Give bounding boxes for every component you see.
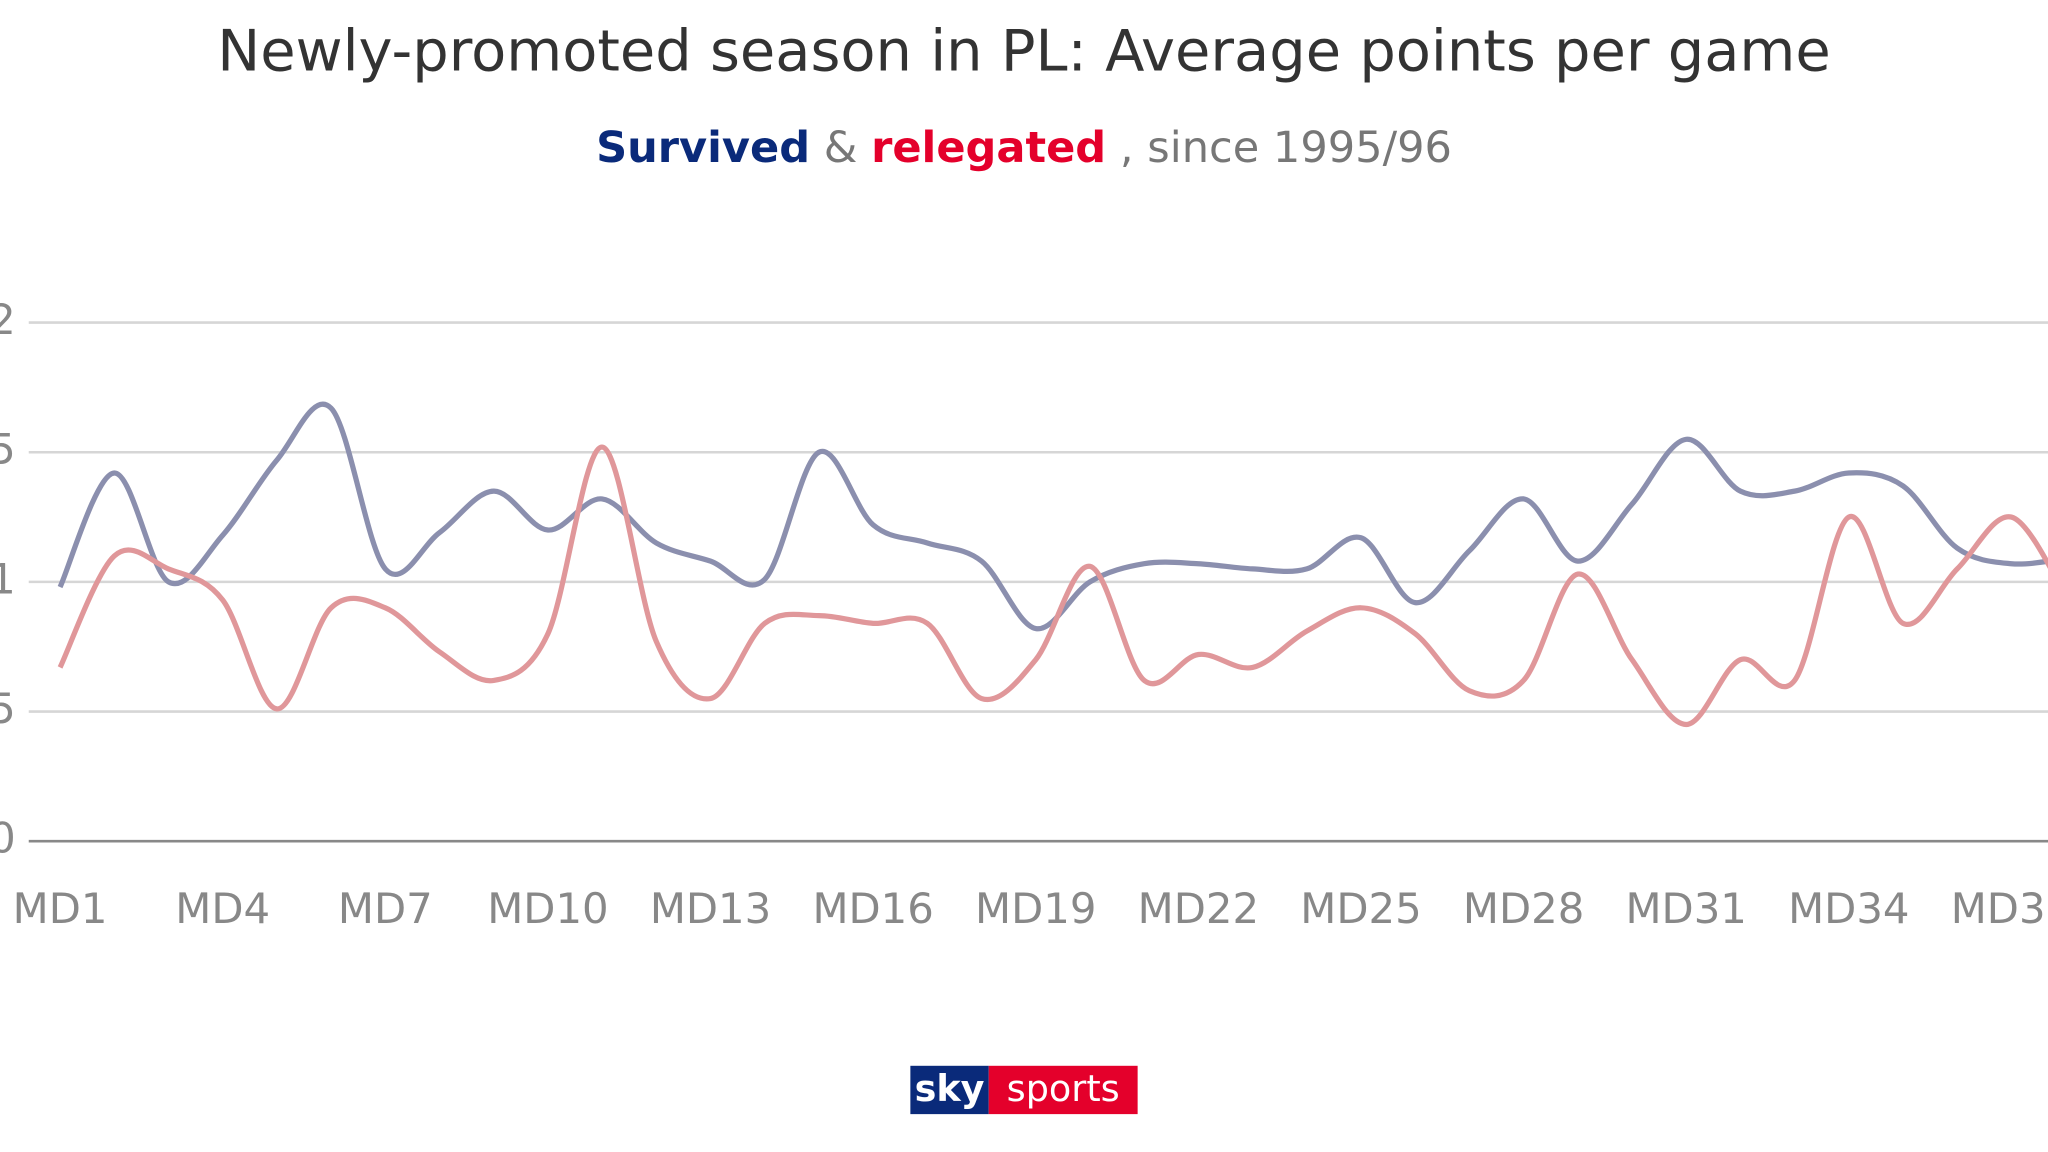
x-tick-label: MD25 bbox=[1300, 884, 1421, 933]
y-tick-label: 0.5 bbox=[0, 684, 16, 733]
logo-sky: sky bbox=[915, 1067, 985, 1110]
x-tick-label: MD4 bbox=[175, 884, 270, 933]
y-tick-label: 0 bbox=[0, 814, 16, 863]
chart-subtitle: Survived & relegated , since 1995/96 bbox=[596, 123, 1452, 173]
x-tick-label: MD1 bbox=[13, 884, 108, 933]
x-tick-label: MD37 bbox=[1951, 884, 2048, 933]
subtitle-joiner: & bbox=[824, 123, 858, 173]
y-tick-label: 1.5 bbox=[0, 425, 16, 474]
x-tick-label: MD10 bbox=[487, 884, 608, 933]
legend-entry: relegated bbox=[871, 123, 1106, 173]
x-tick-label: MD16 bbox=[812, 884, 933, 933]
line bbox=[57, 444, 2048, 728]
x-tick-label: MD31 bbox=[1626, 884, 1747, 933]
legend-entry: Survived bbox=[596, 123, 810, 173]
logo-sports-bg bbox=[988, 1065, 1138, 1115]
logo-sky-bg bbox=[910, 1065, 989, 1115]
x-tick-label: MD7 bbox=[338, 884, 433, 933]
logo-sports: sports bbox=[1007, 1067, 1120, 1110]
subtitle-rest: , since 1995/96 bbox=[1120, 123, 1452, 173]
logo: sky sports bbox=[910, 1065, 1138, 1115]
x-tick-label: MD22 bbox=[1138, 884, 1259, 933]
y-tick-label: 1 bbox=[0, 554, 16, 603]
line bbox=[57, 401, 2048, 632]
x-tick-label: MD34 bbox=[1788, 884, 1909, 933]
x-tick-label: MD28 bbox=[1463, 884, 1584, 933]
x-tick-label: MD19 bbox=[975, 884, 1096, 933]
chart-title: Newly-promoted season in PL: Average poi… bbox=[217, 17, 1830, 84]
y-tick-label: 2 bbox=[0, 295, 16, 344]
x-tick-label: MD13 bbox=[650, 884, 771, 933]
